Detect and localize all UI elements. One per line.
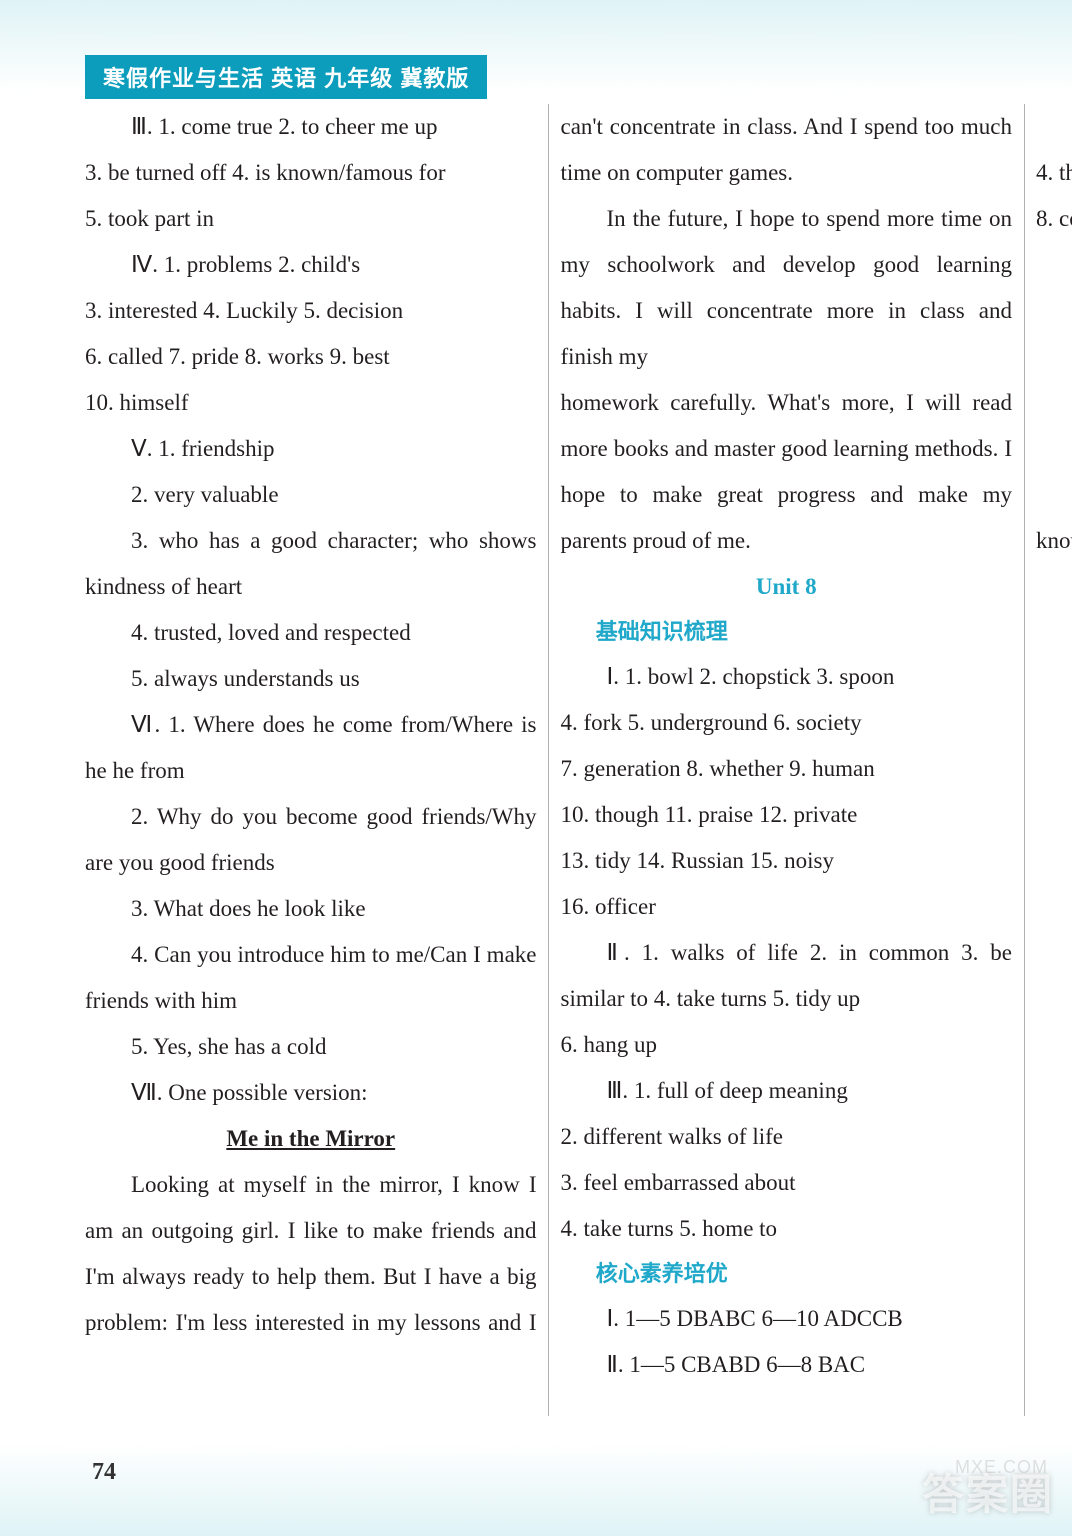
essay-paragraph: In the future, I hope to spend more time… [561, 196, 1013, 380]
page-number: 74 [92, 1459, 116, 1486]
answer-line: 10. though 11. praise 12. private [561, 792, 1013, 838]
answer-line: 3. interested 4. Luckily 5. decision [85, 288, 537, 334]
answer-line: 5. always understands us [85, 656, 537, 702]
answer-line: 5. good/right/wise [1036, 426, 1072, 472]
answer-line: 3. What does he look like [85, 886, 537, 932]
answer-line: 6. called 7. pride 8. works 9. best [85, 334, 537, 380]
answer-line: 8. comfortable 9. Chinese 10. children [1036, 196, 1072, 242]
answer-line: 6. hang up [561, 1022, 1013, 1068]
answer-line: 2. find a job [1036, 288, 1072, 334]
answer-line: 4. trusted, loved and respected [85, 610, 537, 656]
answer-line: Ⅲ. 1. come true 2. to cheer me up [85, 104, 537, 150]
answer-line: 4. things 5. made 6. more 7. restaurants [1036, 150, 1072, 196]
answer-line: 13. tidy 14. Russian 15. noisy [561, 838, 1013, 884]
answer-line: 2. different walks of life [561, 1114, 1013, 1160]
essay-title: Me in the Mirror [85, 1116, 537, 1162]
answer-line: 2. very valuable [85, 472, 537, 518]
answer-line: 4. the writer's novel [1036, 380, 1072, 426]
answer-line: Ⅴ. 1. ( Sorry,) I'm not sure/( Sorry,) I… [1036, 472, 1072, 564]
section-title: 基础知识梳理 [561, 610, 1013, 654]
page: 寒假作业与生活 英语 九年级 冀教版 Ⅲ. 1. come true 2. to… [0, 0, 1072, 1536]
section-title: 核心素养培优 [561, 1252, 1013, 1296]
content-columns: Ⅲ. 1. come true 2. to cheer me up 3. be … [85, 104, 1012, 1416]
essay-paragraph-cont: homework carefully. What's more, I will … [561, 380, 1013, 564]
answer-line: 3. be turned off 4. is known/famous for [85, 150, 537, 196]
answer-line: Ⅱ. 1. walks of life 2. in common 3. be s… [561, 930, 1013, 1022]
answer-line: Ⅲ. 1. full of deep meaning [561, 1068, 1013, 1114]
answer-line: Ⅳ. 1. problems 2. child's [85, 242, 537, 288]
answer-line: Ⅱ. 1—5 CBABD 6—8 BAC [561, 1342, 1013, 1388]
answer-line: 3. by the time she was twenty-five/25 [1036, 334, 1072, 380]
watermark-text: 答案圈 [922, 1461, 1054, 1522]
answer-line: 4. take turns 5. home to [561, 1206, 1013, 1252]
answer-line: 3. feel embarrassed about [561, 1160, 1013, 1206]
answer-line: Ⅰ. 1—5 DBABC 6—10 ADCCB [561, 1296, 1013, 1342]
answer-line: 5. Yes, she has a cold [85, 1024, 537, 1070]
answer-line: Ⅵ. 1. Where does he come from/Where is h… [85, 702, 537, 794]
answer-line: Ⅴ. 1. friendship [85, 426, 537, 472]
answer-line: 7. generation 8. whether 9. human [561, 746, 1013, 792]
answer-line: Ⅶ. One possible version: [85, 1070, 537, 1116]
answer-line: 3. who has a good character; who shows k… [85, 518, 537, 610]
answer-line: 4. fork 5. underground 6. society [561, 700, 1013, 746]
answer-line: Ⅲ. 1. Is 2. including 3. biggest [1036, 104, 1072, 150]
answer-line: Ⅳ. 1. reading detective novels [1036, 242, 1072, 288]
unit-title: Unit 8 [561, 564, 1013, 610]
answer-line: 16. officer [561, 884, 1013, 930]
header-bar: 寒假作业与生活 英语 九年级 冀教版 [85, 55, 487, 99]
answer-line: 10. himself [85, 380, 537, 426]
answer-line: 4. Can you introduce him to me/Can I mak… [85, 932, 537, 1024]
answer-line: Ⅰ. 1. bowl 2. chopstick 3. spoon [561, 654, 1013, 700]
answer-line: 2. Why do you become good friends/Why ar… [85, 794, 537, 886]
answer-line: 5. took part in [85, 196, 537, 242]
